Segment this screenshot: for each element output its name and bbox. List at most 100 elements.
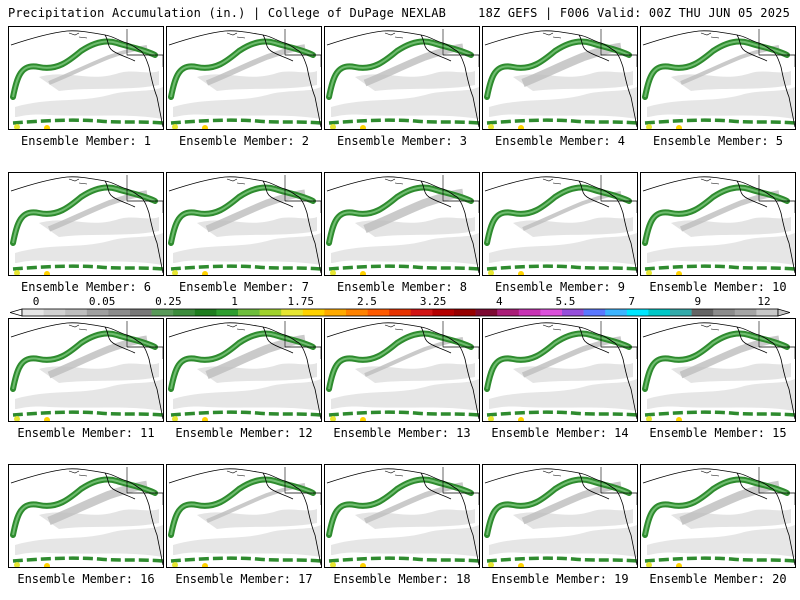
ensemble-map-panel xyxy=(8,26,164,130)
run-valid-time: 18Z GEFS | F006 Valid: 00Z THU JUN 05 20… xyxy=(478,6,790,20)
ensemble-map-panel xyxy=(166,26,322,130)
colorbar-swatch xyxy=(670,309,692,316)
colorbar-tick-label: 7 xyxy=(628,295,635,308)
ensemble-member-label: Ensemble Member: 5 xyxy=(652,134,784,148)
colorbar-swatch xyxy=(151,309,174,316)
colorbar-tick-label: 1 xyxy=(231,295,238,308)
colorbar-swatch xyxy=(216,309,239,316)
ensemble-map-panel xyxy=(482,26,638,130)
precip-map xyxy=(167,465,321,567)
ensemble-map-panel xyxy=(8,172,164,276)
colorbar-swatch xyxy=(497,309,520,316)
colorbar-swatch xyxy=(713,309,736,316)
precip-map xyxy=(641,319,795,421)
ensemble-member-label: Ensemble Member: 1 xyxy=(20,134,152,148)
colorbar-swatch xyxy=(324,309,347,316)
colorbar-tick-label: 0.25 xyxy=(155,295,182,308)
ensemble-member-label: Ensemble Member: 8 xyxy=(336,280,468,294)
ensemble-map-panel xyxy=(640,26,796,130)
colorbar-swatch xyxy=(518,309,541,316)
ensemble-map-panel xyxy=(324,26,480,130)
ensemble-member-label: Ensemble Member: 16 xyxy=(17,572,155,586)
colorbar-swatch xyxy=(583,309,606,316)
colorbar-swatch xyxy=(281,309,304,316)
colorbar-tick-label: 2.5 xyxy=(357,295,377,308)
ensemble-map-panel xyxy=(640,318,796,422)
colorbar-arrow-left xyxy=(10,308,23,317)
ensemble-member-label: Ensemble Member: 2 xyxy=(178,134,310,148)
ensemble-map-panel xyxy=(482,464,638,568)
colorbar-tick-label: 4 xyxy=(496,295,503,308)
colorbar-swatch xyxy=(22,309,44,316)
colorbar-arrow-right xyxy=(777,308,790,317)
ensemble-member-label: Ensemble Member: 11 xyxy=(17,426,155,440)
colorbar-swatch xyxy=(648,309,671,316)
ensemble-member-label: Ensemble Member: 20 xyxy=(649,572,787,586)
colorbar-tick-label: 0.05 xyxy=(89,295,116,308)
ensemble-map-panel xyxy=(482,172,638,276)
colorbar-tick-label: 3.25 xyxy=(420,295,447,308)
colorbar-swatch xyxy=(65,309,88,316)
colorbar-tick-label: 1.75 xyxy=(287,295,314,308)
precip-map xyxy=(641,465,795,567)
colorbar-swatch xyxy=(626,309,649,316)
precip-map xyxy=(9,319,163,421)
colorbar-swatch xyxy=(346,309,368,316)
precip-map xyxy=(325,173,479,275)
precip-map xyxy=(483,173,637,275)
ensemble-member-label: Ensemble Member: 13 xyxy=(333,426,471,440)
precip-map xyxy=(9,173,163,275)
colorbar-swatch xyxy=(302,309,325,316)
colorbar-tick-label: 12 xyxy=(757,295,770,308)
ensemble-member-label: Ensemble Member: 6 xyxy=(20,280,152,294)
colorbar-swatch xyxy=(475,309,498,316)
ensemble-map-panel xyxy=(482,318,638,422)
ensemble-map-panel xyxy=(166,172,322,276)
ensemble-member-label: Ensemble Member: 9 xyxy=(494,280,626,294)
precip-map xyxy=(9,465,163,567)
ensemble-map-panel xyxy=(8,318,164,422)
colorbar-swatch xyxy=(259,309,282,316)
colorbar-swatch xyxy=(756,309,779,316)
ensemble-member-label: Ensemble Member: 10 xyxy=(649,280,787,294)
precip-colorbar: 0 0.05 0.25 1 1.75 2.5 3.25 4 5.5 7 9 12 xyxy=(10,295,790,323)
colorbar-tick-label: 9 xyxy=(695,295,702,308)
colorbar-swatch xyxy=(86,309,109,316)
colorbar-swatch xyxy=(367,309,390,316)
precip-map xyxy=(167,173,321,275)
colorbar-swatch xyxy=(605,309,628,316)
colorbar-swatch xyxy=(130,309,152,316)
ensemble-member-label: Ensemble Member: 18 xyxy=(333,572,471,586)
precip-map xyxy=(641,27,795,129)
ensemble-map-panel xyxy=(324,464,480,568)
map-title: Precipitation Accumulation (in.) | Colle… xyxy=(8,6,447,20)
colorbar-swatch xyxy=(691,309,714,316)
precip-map xyxy=(325,27,479,129)
ensemble-map-panel xyxy=(8,464,164,568)
ensemble-member-label: Ensemble Member: 3 xyxy=(336,134,468,148)
ensemble-map-panel xyxy=(324,318,480,422)
ensemble-member-label: Ensemble Member: 17 xyxy=(175,572,313,586)
ensemble-member-label: Ensemble Member: 19 xyxy=(491,572,629,586)
colorbar-swatch xyxy=(540,309,563,316)
precip-map xyxy=(483,27,637,129)
precip-map xyxy=(9,27,163,129)
colorbar-swatch xyxy=(194,309,217,316)
precip-map xyxy=(325,465,479,567)
ensemble-map-panel xyxy=(640,172,796,276)
colorbar-swatch xyxy=(454,309,476,316)
colorbar-swatch xyxy=(43,309,66,316)
precip-map xyxy=(483,465,637,567)
ensemble-map-panel xyxy=(166,318,322,422)
colorbar-tick-label: 5.5 xyxy=(556,295,576,308)
precip-map xyxy=(483,319,637,421)
ensemble-member-label: Ensemble Member: 4 xyxy=(494,134,626,148)
ensemble-member-label: Ensemble Member: 12 xyxy=(175,426,313,440)
colorbar-tick-label: 0 xyxy=(33,295,40,308)
colorbar-swatch xyxy=(108,309,131,316)
precip-map xyxy=(167,319,321,421)
colorbar-swatch xyxy=(562,309,584,316)
precip-map xyxy=(641,173,795,275)
colorbar-swatch xyxy=(389,309,412,316)
precip-map xyxy=(167,27,321,129)
